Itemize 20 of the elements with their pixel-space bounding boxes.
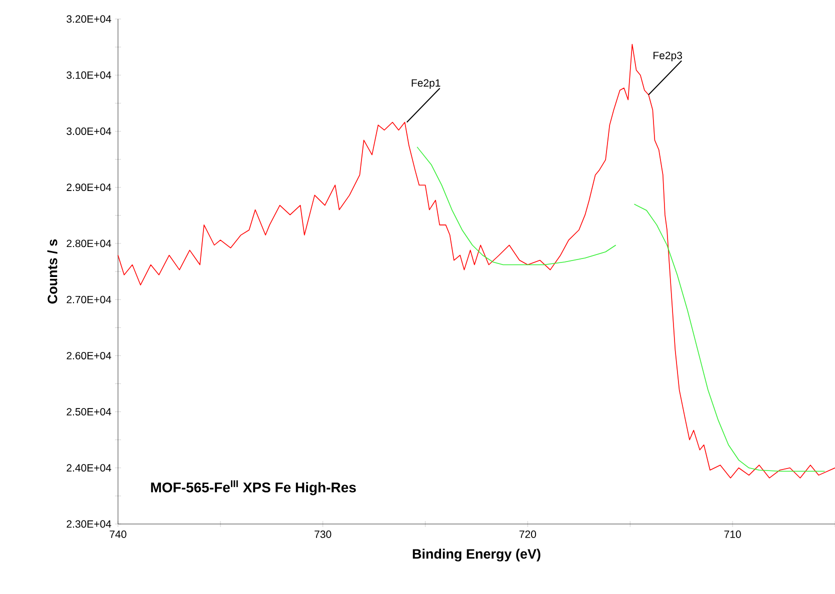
y-tick-label: 3.00E+04 bbox=[66, 128, 112, 135]
line-series bbox=[118, 44, 835, 478]
y-tick-label: 2.50E+04 bbox=[66, 408, 112, 416]
y-tick-label: 2.90E+04 bbox=[66, 184, 112, 192]
annotation: Fe2p3 bbox=[654, 52, 682, 62]
x-tick-label: 720 bbox=[519, 530, 536, 538]
y-axis-title: Counts / s bbox=[47, 239, 58, 304]
x-tick-label: 710 bbox=[724, 530, 741, 538]
y-tick-label: 2.60E+04 bbox=[66, 352, 112, 360]
y-tick-label: 2.40E+04 bbox=[66, 464, 112, 472]
x-tick-label: 730 bbox=[314, 530, 332, 538]
y-tick-label: 3.20E+04 bbox=[66, 15, 112, 23]
annotation: Fe2p1 bbox=[412, 79, 440, 89]
text: MOF-565-Fe$^{III}$ XPS Fe High-Res bbox=[151, 480, 356, 496]
x-tick-label: 740 bbox=[110, 530, 126, 538]
x-axis-title: Binding Energy (eV) bbox=[412, 548, 540, 562]
y-tick-label: 2.80E+04 bbox=[66, 240, 112, 248]
y-tick-label: 2.70E+04 bbox=[66, 296, 112, 304]
y-tick-label: 2.30E+04 bbox=[66, 520, 112, 528]
y-tick-label: 3.10E+04 bbox=[66, 71, 112, 79]
